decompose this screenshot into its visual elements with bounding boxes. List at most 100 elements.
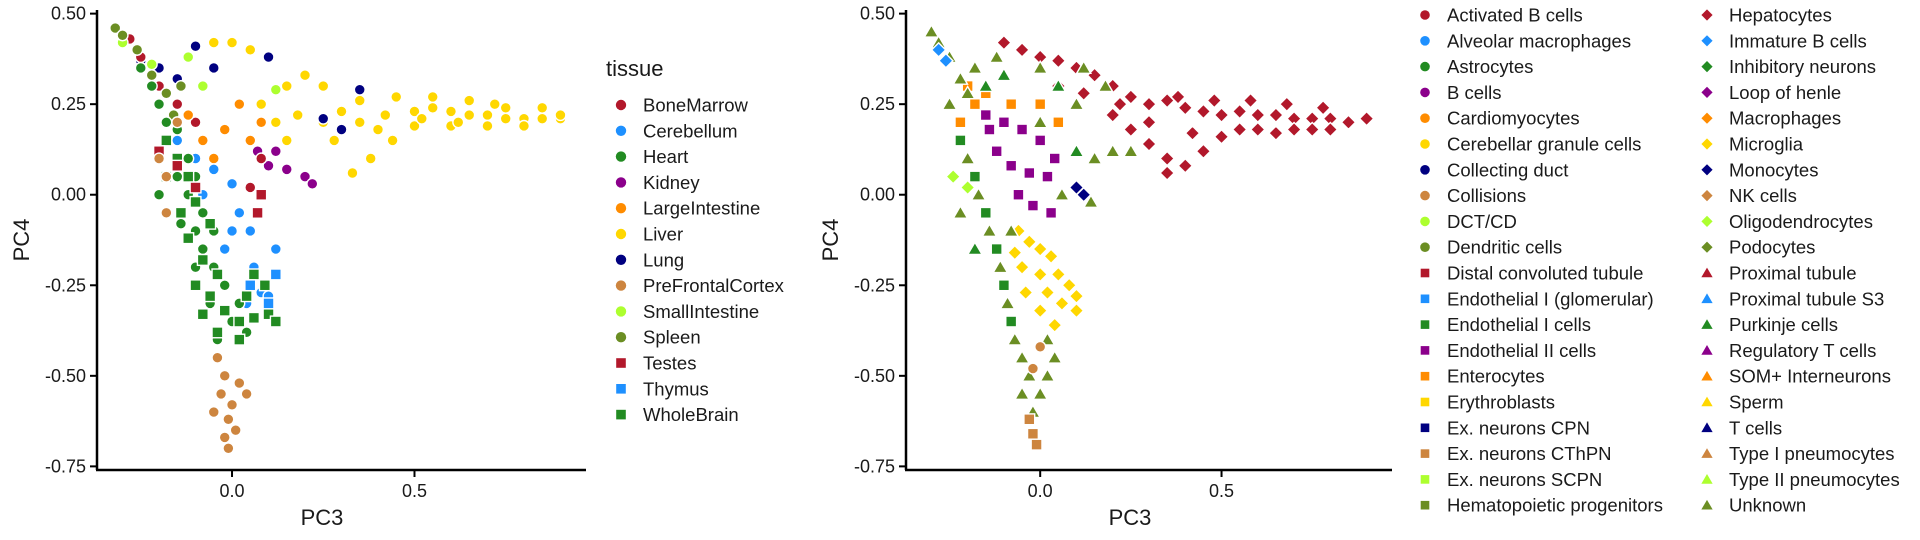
point-liver xyxy=(481,108,494,122)
legend-key xyxy=(1420,294,1430,304)
point-cerebellum xyxy=(225,224,239,238)
point-bonemarrow xyxy=(244,181,257,194)
point-liver xyxy=(536,101,549,114)
point-heart xyxy=(218,279,231,292)
legend-label: Liver xyxy=(643,224,683,245)
point-testes xyxy=(255,188,268,201)
legend-label: Purkinje cells xyxy=(1729,314,1838,335)
legend-label: DCT/CD xyxy=(1447,211,1517,232)
point-purkinje-cells xyxy=(1068,143,1085,158)
legend-label: BoneMarrow xyxy=(643,95,749,116)
legend-label: Macrophages xyxy=(1729,108,1841,129)
point-microglia xyxy=(1006,244,1023,261)
legend-label: Hematopoietic progenitors xyxy=(1447,495,1663,516)
point-wholebrain xyxy=(189,279,202,292)
point-unknown xyxy=(1031,114,1049,129)
point-wholebrain xyxy=(189,195,202,209)
point-liver xyxy=(255,98,268,111)
legend-key xyxy=(1420,346,1430,355)
point-hepatocytes xyxy=(1122,121,1139,138)
point-liver xyxy=(244,43,257,56)
point-microglia xyxy=(1046,317,1063,334)
point-hepatocytes xyxy=(1278,96,1295,113)
legend-label: Podocytes xyxy=(1729,237,1815,258)
y-tick-label: 0.00 xyxy=(51,185,86,205)
point-testes xyxy=(171,159,184,172)
tissue-scatter-panel: 0.0 0.5 0.50 0.25 0.00 -0.25 -0.50 -0.75 PC3 PC… xyxy=(9,4,785,530)
point-cerebellum xyxy=(218,242,231,256)
legend-label: T cells xyxy=(1729,417,1782,438)
point-hepatocytes xyxy=(1159,164,1176,182)
tissue-legend: BoneMarrow Cerebellum Heart Kidney LargeInte… xyxy=(615,95,785,425)
point-endothelial-i-cells xyxy=(968,170,982,183)
point-wholebrain xyxy=(247,268,261,281)
point-endothelial-ii-cells xyxy=(1041,170,1054,183)
legend-label: Ex. neurons SCPN xyxy=(1447,469,1602,490)
point-cerebellum xyxy=(233,206,246,219)
point-hepatocytes xyxy=(995,34,1012,51)
point-largeintestine xyxy=(207,152,220,165)
legend-key xyxy=(615,332,627,343)
point-wholebrain xyxy=(233,333,246,346)
point-thymus xyxy=(244,279,257,292)
point-liver xyxy=(386,134,399,147)
legend-key xyxy=(1701,319,1713,329)
celltype-scatter-panel: 0.0 0.5 0.50 0.25 0.00 -0.25 -0.50 -0.75 PC3 PC… xyxy=(818,4,1900,530)
point-liver xyxy=(291,108,304,122)
legend-key xyxy=(1701,215,1713,227)
point-liver xyxy=(280,79,293,93)
point-largeintestine xyxy=(233,98,246,111)
legend-key xyxy=(615,203,627,214)
point-hepatocytes xyxy=(1140,136,1158,153)
y-tick-label: -0.50 xyxy=(854,366,895,386)
point-liver xyxy=(317,79,330,93)
legend-key xyxy=(615,280,627,291)
point-liver xyxy=(488,98,501,111)
point-liver xyxy=(463,94,476,107)
point-unknown xyxy=(988,48,1005,64)
point-heart xyxy=(134,61,147,75)
point-endothelial-i-cells xyxy=(997,279,1011,292)
legend-label: Thymus xyxy=(643,378,709,399)
point-largeintestine xyxy=(196,134,209,147)
point-liver xyxy=(536,112,549,125)
point-hepatocytes xyxy=(1304,121,1321,138)
point-endothelial-ii-cells xyxy=(1048,152,1061,165)
point-heart xyxy=(152,188,166,201)
point-liver xyxy=(426,90,439,104)
point-unknown xyxy=(1068,96,1085,111)
point-hepatocytes xyxy=(1286,121,1303,138)
legend-label: Sperm xyxy=(1729,392,1784,413)
point-hepatocytes xyxy=(1358,110,1375,127)
point-hepatocytes xyxy=(1195,103,1212,120)
legend-label: Astrocytes xyxy=(1447,56,1533,77)
point-endothelial-ii-cells xyxy=(979,108,992,122)
point-unknown xyxy=(981,222,998,238)
point-kidney xyxy=(269,145,282,158)
legend-key xyxy=(1420,423,1430,433)
point-hepatocytes xyxy=(1050,52,1067,69)
point-prefrontalcortex xyxy=(218,431,231,444)
legend-label: Loop of henle xyxy=(1729,82,1841,103)
point-wholebrain xyxy=(218,304,231,317)
point-lung xyxy=(317,112,330,125)
point-bonemarrow xyxy=(255,152,268,165)
legend-key xyxy=(1420,216,1430,227)
legend-label: Type I pneumocytes xyxy=(1729,443,1895,464)
legend-label: Endothelial I cells xyxy=(1447,314,1591,335)
legend-key xyxy=(1701,345,1713,355)
point-hepatocytes xyxy=(1213,107,1230,124)
legend-key xyxy=(1420,242,1430,252)
y-tick-label: -0.25 xyxy=(45,275,86,295)
point-unknown xyxy=(1031,385,1049,401)
point-endothelial-ii-cells xyxy=(1044,206,1058,219)
point-enterocytes xyxy=(968,98,982,111)
point-liver xyxy=(335,105,348,118)
legend-key xyxy=(1701,396,1713,407)
legend-key xyxy=(1701,370,1713,381)
point-thymus xyxy=(269,268,282,281)
legend-label: Testes xyxy=(643,353,696,374)
point-prefrontalcortex xyxy=(225,398,239,411)
point-oligodendrocytes xyxy=(945,168,962,185)
point-cerebellum xyxy=(244,224,257,238)
